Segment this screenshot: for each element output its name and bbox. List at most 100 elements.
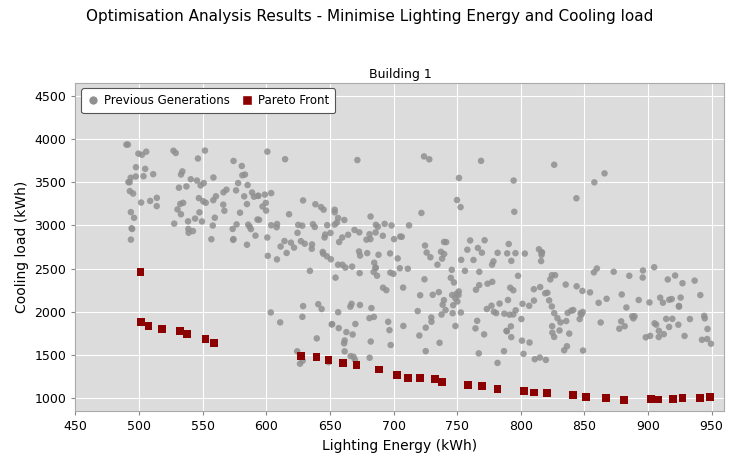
Point — [545, 276, 556, 283]
Point — [283, 211, 295, 218]
Point — [365, 213, 377, 220]
Point — [198, 179, 209, 187]
Point — [275, 243, 286, 250]
Point — [501, 328, 513, 335]
Point — [151, 194, 163, 202]
Point — [447, 309, 459, 317]
Point — [348, 353, 360, 360]
Point — [619, 322, 630, 330]
Point — [265, 309, 277, 316]
Point — [445, 266, 457, 274]
Point — [360, 236, 372, 243]
Point — [183, 229, 195, 236]
Point — [304, 267, 316, 275]
Point — [365, 235, 377, 243]
Point — [384, 249, 396, 257]
Point — [226, 225, 238, 233]
X-axis label: Lighting Energy (kWh): Lighting Energy (kWh) — [323, 439, 477, 453]
Point — [414, 292, 426, 299]
Point — [414, 375, 425, 382]
Point — [123, 178, 135, 186]
Point — [494, 300, 505, 307]
Point — [402, 265, 414, 272]
Point — [346, 300, 357, 307]
Point — [309, 223, 320, 231]
Point — [206, 235, 218, 243]
Point — [431, 261, 443, 269]
Point — [694, 292, 706, 299]
Point — [491, 359, 503, 366]
Point — [533, 246, 545, 253]
Point — [576, 308, 588, 316]
Point — [339, 337, 351, 344]
Point — [352, 156, 363, 164]
Point — [449, 295, 461, 302]
Point — [370, 263, 382, 271]
Point — [512, 272, 524, 279]
Point — [676, 279, 688, 287]
Point — [434, 339, 445, 346]
Point — [608, 268, 619, 276]
Point — [436, 311, 448, 318]
Point — [141, 148, 152, 155]
Point — [436, 255, 448, 263]
Point — [453, 291, 465, 299]
Point — [169, 149, 181, 157]
Point — [370, 229, 382, 236]
Point — [230, 187, 242, 194]
Point — [528, 297, 540, 304]
Point — [508, 286, 519, 294]
Point — [196, 218, 208, 225]
Point — [181, 330, 192, 338]
Point — [669, 272, 681, 279]
Point — [663, 323, 675, 331]
Point — [261, 148, 273, 155]
Point — [340, 329, 352, 336]
Point — [252, 216, 263, 223]
Point — [261, 234, 273, 241]
Point — [329, 274, 341, 281]
Point — [168, 220, 180, 227]
Point — [238, 193, 250, 200]
Point — [167, 147, 179, 154]
Point — [438, 250, 450, 258]
Point — [295, 237, 307, 245]
Point — [189, 215, 201, 222]
Point — [546, 322, 558, 330]
Point — [440, 238, 452, 246]
Point — [565, 307, 577, 314]
Point — [508, 208, 520, 216]
Point — [295, 352, 307, 359]
Point — [438, 238, 450, 246]
Point — [311, 335, 323, 342]
Point — [528, 389, 540, 396]
Point — [633, 296, 645, 304]
Point — [372, 223, 384, 230]
Point — [329, 221, 340, 228]
Point — [479, 236, 491, 244]
Point — [297, 302, 309, 310]
Point — [306, 245, 317, 253]
Point — [260, 199, 272, 207]
Point — [562, 309, 574, 317]
Point — [391, 371, 403, 379]
Point — [370, 264, 382, 272]
Point — [246, 189, 258, 196]
Point — [136, 151, 148, 159]
Point — [388, 270, 400, 278]
Point — [278, 237, 290, 245]
Point — [265, 190, 277, 197]
Point — [425, 318, 437, 326]
Point — [200, 199, 212, 206]
Point — [147, 170, 159, 178]
Point — [275, 319, 286, 326]
Point — [236, 172, 248, 179]
Point — [364, 354, 376, 361]
Point — [403, 374, 414, 381]
Point — [673, 302, 684, 310]
Point — [297, 313, 309, 321]
Point — [325, 229, 337, 237]
Point — [486, 278, 498, 285]
Point — [689, 277, 701, 285]
Point — [571, 283, 582, 290]
